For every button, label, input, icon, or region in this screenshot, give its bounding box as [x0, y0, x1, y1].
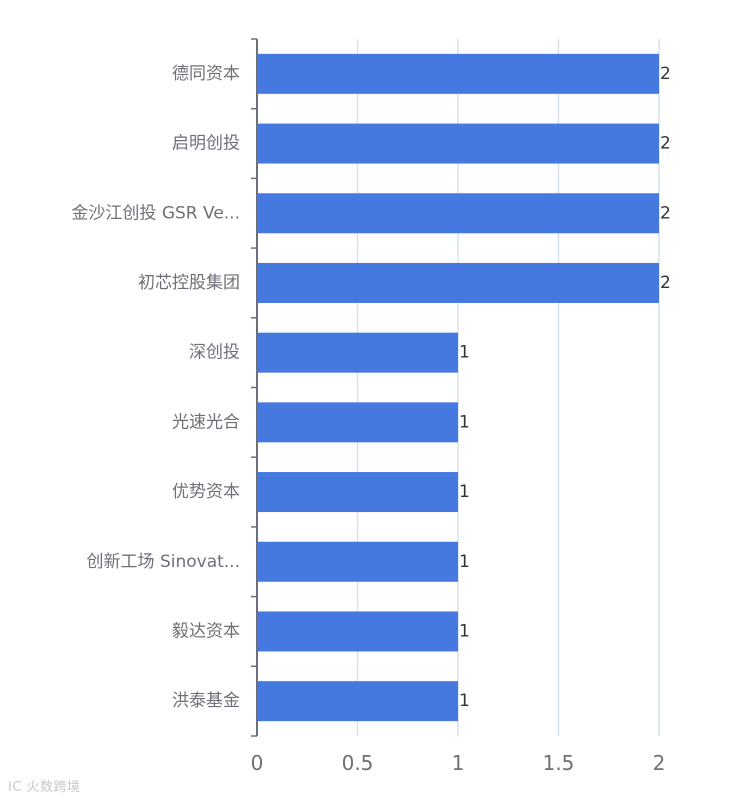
bar [257, 193, 659, 234]
data-label: 1 [459, 343, 470, 363]
data-label: 1 [459, 691, 470, 711]
data-label: 2 [660, 203, 671, 223]
category-label: 毅达资本 [172, 621, 240, 641]
category-label: 光速光合 [172, 412, 240, 432]
bar [257, 611, 458, 652]
bar [257, 262, 659, 303]
x-tick-label: 1 [452, 751, 465, 775]
bar [257, 53, 659, 94]
category-label: 深创投 [189, 343, 240, 363]
category-label: 洪泰基金 [172, 691, 240, 711]
bar [257, 472, 458, 513]
data-label: 1 [459, 482, 470, 502]
labels: 0 0.5 1 1.5 2 德同资本 2 启明创投 2 金沙江创投 GSR Ve... 2 初芯控股集… [71, 64, 670, 775]
bar [257, 681, 458, 722]
bar [257, 541, 458, 582]
category-label: 创新工场 Sinovat... [87, 552, 240, 572]
data-label: 1 [459, 621, 470, 641]
x-tick-label: 0 [251, 751, 264, 775]
axes [251, 38, 258, 737]
bar [257, 123, 659, 164]
watermark-logo: IC 火数跨境 [8, 780, 81, 795]
category-label: 初芯控股集团 [138, 273, 240, 293]
x-tick-label: 2 [653, 751, 666, 775]
x-tick-label: 0.5 [342, 751, 374, 775]
data-label: 1 [459, 412, 470, 432]
category-label: 金沙江创投 GSR Ve... [71, 203, 240, 223]
bar [257, 402, 458, 443]
data-label: 2 [660, 273, 671, 293]
bar [257, 332, 458, 373]
data-label: 2 [660, 64, 671, 84]
data-label: 1 [459, 552, 470, 572]
category-label: 德同资本 [172, 64, 240, 84]
category-label: 优势资本 [172, 482, 240, 502]
data-label: 2 [660, 134, 671, 154]
bars [257, 53, 659, 722]
x-tick-label: 1.5 [543, 751, 575, 775]
category-label: 启明创投 [172, 134, 240, 154]
